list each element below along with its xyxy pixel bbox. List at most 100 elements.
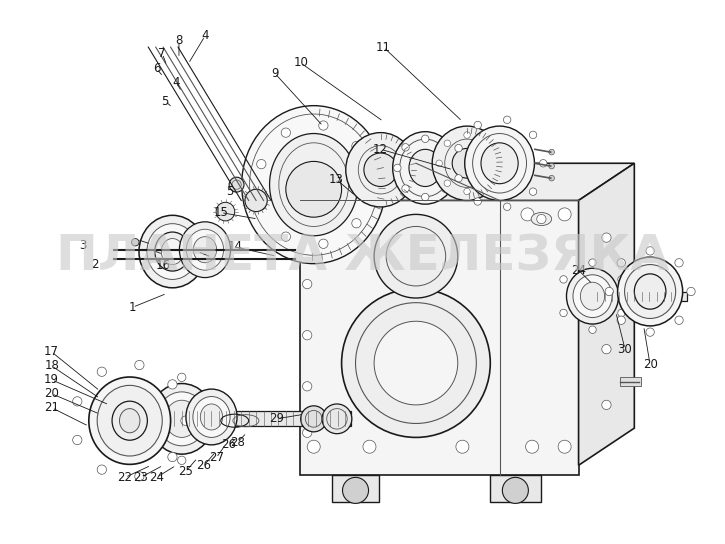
- Circle shape: [307, 208, 320, 221]
- Circle shape: [135, 360, 144, 370]
- Ellipse shape: [200, 404, 223, 430]
- Ellipse shape: [193, 397, 230, 437]
- Circle shape: [72, 435, 82, 444]
- Circle shape: [394, 164, 401, 172]
- Circle shape: [602, 233, 611, 242]
- Text: 12: 12: [373, 143, 388, 156]
- Circle shape: [618, 309, 625, 317]
- Circle shape: [464, 188, 471, 195]
- Circle shape: [302, 428, 312, 437]
- Text: 30: 30: [618, 343, 632, 356]
- Ellipse shape: [89, 377, 170, 465]
- Text: 4: 4: [202, 29, 209, 42]
- Circle shape: [286, 162, 341, 217]
- Circle shape: [402, 185, 409, 192]
- Circle shape: [365, 180, 374, 189]
- Ellipse shape: [270, 133, 358, 236]
- Circle shape: [442, 185, 449, 192]
- Circle shape: [529, 188, 536, 195]
- Circle shape: [536, 214, 546, 224]
- Circle shape: [322, 404, 352, 434]
- Ellipse shape: [165, 400, 199, 437]
- Circle shape: [374, 322, 457, 405]
- Circle shape: [503, 116, 511, 123]
- Circle shape: [167, 453, 177, 462]
- Ellipse shape: [179, 222, 231, 277]
- Ellipse shape: [241, 106, 386, 264]
- Text: 21: 21: [44, 401, 59, 414]
- Text: 26: 26: [220, 438, 236, 452]
- Circle shape: [589, 326, 596, 333]
- Polygon shape: [579, 163, 634, 465]
- Bar: [621, 377, 641, 386]
- Ellipse shape: [186, 229, 223, 270]
- Text: 16: 16: [156, 259, 170, 272]
- Circle shape: [436, 160, 442, 166]
- Circle shape: [363, 440, 376, 453]
- Ellipse shape: [465, 126, 534, 200]
- Circle shape: [178, 456, 186, 465]
- Text: 5: 5: [226, 184, 233, 197]
- Circle shape: [675, 258, 683, 267]
- Circle shape: [302, 331, 312, 340]
- Circle shape: [302, 382, 312, 391]
- Circle shape: [602, 289, 611, 298]
- Circle shape: [281, 128, 291, 137]
- Circle shape: [301, 406, 327, 432]
- Ellipse shape: [566, 268, 618, 324]
- Circle shape: [319, 121, 328, 130]
- Text: 3: 3: [80, 239, 87, 251]
- Ellipse shape: [97, 385, 162, 456]
- Circle shape: [558, 208, 571, 221]
- Ellipse shape: [147, 224, 198, 280]
- Circle shape: [687, 287, 695, 296]
- Circle shape: [484, 180, 490, 187]
- Circle shape: [560, 309, 567, 317]
- Circle shape: [302, 228, 312, 238]
- Circle shape: [589, 259, 596, 267]
- Circle shape: [456, 440, 469, 453]
- Circle shape: [319, 239, 328, 249]
- Circle shape: [421, 193, 429, 201]
- Text: ПЛАНЕТА ЖЕЛЕЗЯКА: ПЛАНЕТА ЖЕЛЕЗЯКА: [56, 233, 669, 281]
- Circle shape: [464, 132, 471, 138]
- Text: 15: 15: [213, 206, 228, 219]
- Circle shape: [421, 135, 429, 143]
- Circle shape: [539, 159, 547, 167]
- Ellipse shape: [139, 215, 206, 288]
- Circle shape: [526, 440, 539, 453]
- Circle shape: [213, 394, 221, 402]
- Circle shape: [216, 202, 235, 221]
- Circle shape: [474, 121, 481, 129]
- Circle shape: [455, 145, 463, 152]
- Ellipse shape: [346, 133, 415, 207]
- Circle shape: [354, 208, 367, 221]
- Circle shape: [135, 472, 144, 481]
- Text: 27: 27: [209, 452, 223, 465]
- Circle shape: [605, 287, 613, 296]
- Text: 11: 11: [376, 41, 391, 54]
- Text: 24: 24: [149, 471, 164, 484]
- Circle shape: [503, 203, 511, 211]
- Ellipse shape: [573, 275, 612, 318]
- Polygon shape: [299, 200, 579, 474]
- Text: 8: 8: [175, 34, 183, 47]
- Circle shape: [167, 380, 177, 389]
- Circle shape: [602, 400, 611, 410]
- Polygon shape: [490, 474, 542, 503]
- Circle shape: [675, 316, 683, 324]
- Circle shape: [257, 201, 266, 210]
- Text: 20: 20: [44, 387, 59, 400]
- Circle shape: [257, 159, 266, 169]
- Ellipse shape: [393, 132, 457, 204]
- Circle shape: [617, 316, 626, 324]
- Circle shape: [646, 247, 654, 255]
- Ellipse shape: [120, 409, 140, 433]
- Ellipse shape: [149, 384, 215, 454]
- Text: 19: 19: [44, 373, 59, 386]
- Text: 5: 5: [162, 95, 169, 108]
- Circle shape: [602, 344, 611, 354]
- Circle shape: [484, 140, 490, 146]
- Circle shape: [402, 144, 409, 151]
- Text: 22: 22: [117, 471, 133, 484]
